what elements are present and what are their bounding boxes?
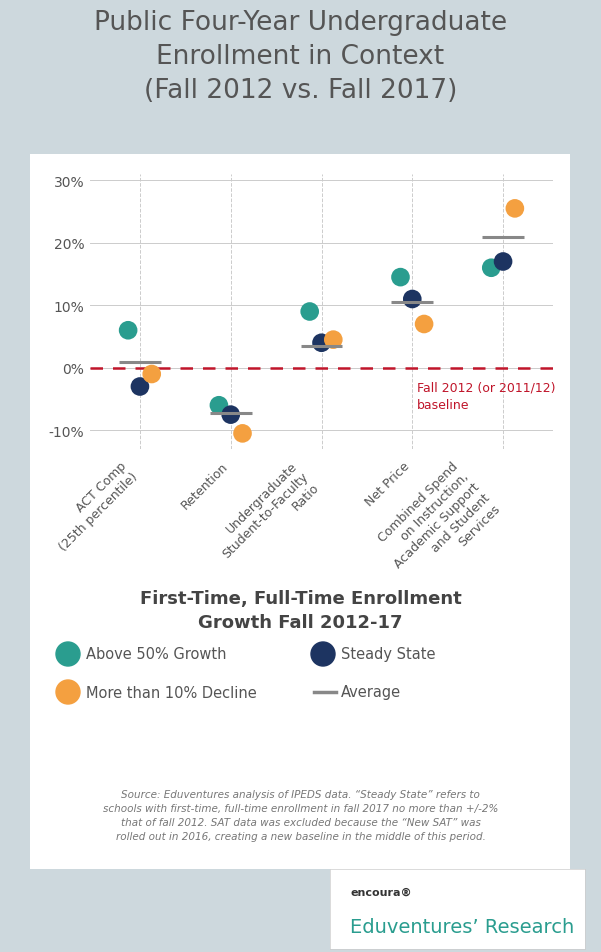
Text: Steady State: Steady State	[341, 646, 436, 662]
Text: Retention: Retention	[179, 460, 231, 511]
Point	[123, 324, 133, 339]
Text: Combined Spend
on Instruction,
Academic Support
and Student
Services: Combined Spend on Instruction, Academic …	[370, 460, 503, 592]
Point	[238, 426, 248, 442]
Point	[226, 407, 236, 423]
Point	[317, 336, 326, 351]
Text: Public Four-Year Undergraduate
Enrollment in Context
(Fall 2012 vs. Fall 2017): Public Four-Year Undergraduate Enrollmen…	[94, 10, 507, 104]
Text: Fall 2012 (or 2011/12)
baseline: Fall 2012 (or 2011/12) baseline	[417, 382, 555, 411]
Text: First-Time, Full-Time Enrollment
Growth Fall 2012-17: First-Time, Full-Time Enrollment Growth …	[139, 589, 462, 631]
Text: More than 10% Decline: More than 10% Decline	[86, 684, 257, 700]
Text: Net Price: Net Price	[363, 460, 412, 508]
Text: Above 50% Growth: Above 50% Growth	[86, 646, 227, 662]
Point	[486, 261, 496, 276]
Point	[510, 202, 520, 217]
Point	[135, 380, 145, 395]
Text: Eduventures’ Research: Eduventures’ Research	[350, 917, 575, 936]
Point	[329, 332, 338, 347]
Text: Source: Eduventures analysis of IPEDS data. “Steady State” refers to
schools wit: Source: Eduventures analysis of IPEDS da…	[103, 789, 498, 842]
Point	[305, 305, 314, 320]
Point	[419, 317, 429, 332]
Text: encoura®: encoura®	[350, 886, 412, 897]
Point	[147, 367, 156, 382]
Point	[214, 398, 224, 413]
Point	[498, 254, 508, 269]
Text: ACT Comp
(25th percentile): ACT Comp (25th percentile)	[46, 460, 140, 553]
Point	[395, 270, 405, 286]
Text: Average: Average	[341, 684, 401, 700]
Text: Undergraduate
Student-to-Faculty
Ratio: Undergraduate Student-to-Faculty Ratio	[210, 460, 322, 571]
Point	[407, 292, 417, 307]
